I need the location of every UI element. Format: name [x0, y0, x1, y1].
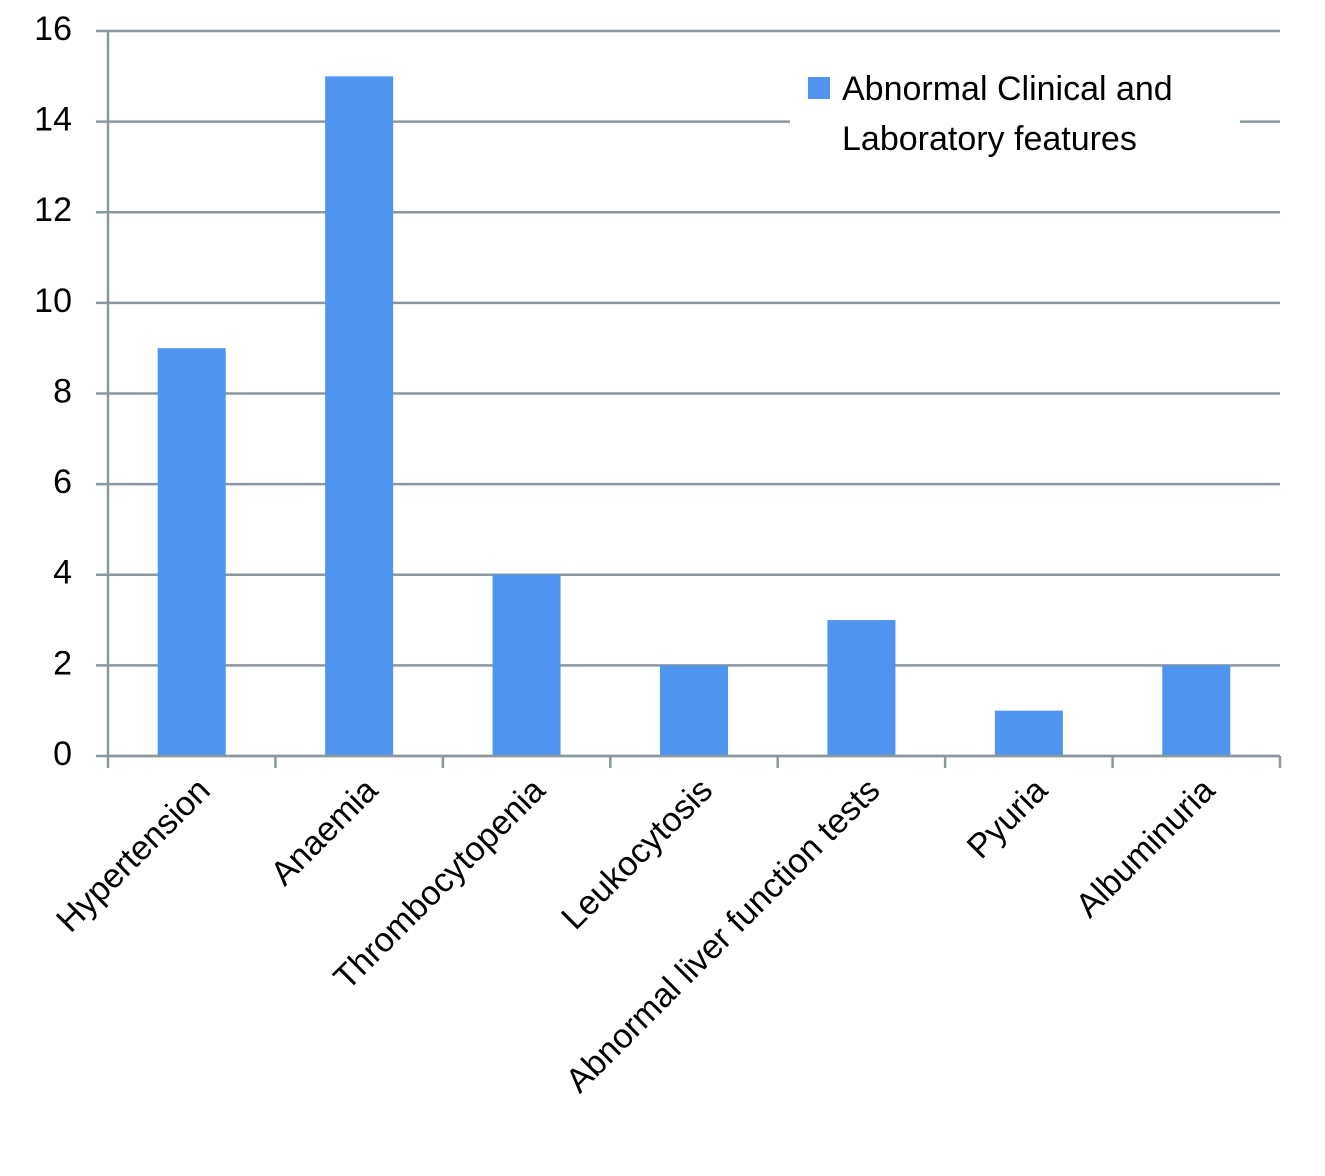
- y-tick-label: 8: [53, 372, 72, 410]
- bar: [157, 348, 226, 756]
- y-tick-label: 2: [53, 644, 72, 682]
- bar: [325, 76, 394, 756]
- x-tick-label: Pyuria: [960, 771, 1055, 866]
- bar: [492, 574, 561, 756]
- y-tick-label: 12: [34, 191, 72, 229]
- y-tick-label: 6: [53, 463, 72, 501]
- bar: [994, 710, 1063, 756]
- x-tick-label: Hypertension: [49, 771, 218, 940]
- y-tick-label: 14: [34, 101, 72, 139]
- bar: [827, 620, 896, 756]
- x-tick-label: Anaemia: [263, 771, 385, 893]
- legend-label: Abnormal Clinical and Laboratory feature…: [842, 70, 1173, 158]
- y-tick-label: 10: [34, 282, 72, 320]
- y-tick-label: 4: [53, 554, 72, 592]
- bar: [660, 665, 728, 756]
- bar: [1162, 665, 1231, 756]
- legend: Abnormal Clinical and Laboratory feature…: [790, 62, 1240, 162]
- y-tick-label: 0: [53, 735, 72, 773]
- y-tick-label: 16: [34, 10, 72, 48]
- x-tick-label: Albuminuria: [1068, 771, 1222, 925]
- x-tick-label: Abnormal liver function tests: [559, 771, 888, 1100]
- legend-swatch: [808, 77, 830, 99]
- x-tick-label: Leukocytosis: [554, 771, 720, 937]
